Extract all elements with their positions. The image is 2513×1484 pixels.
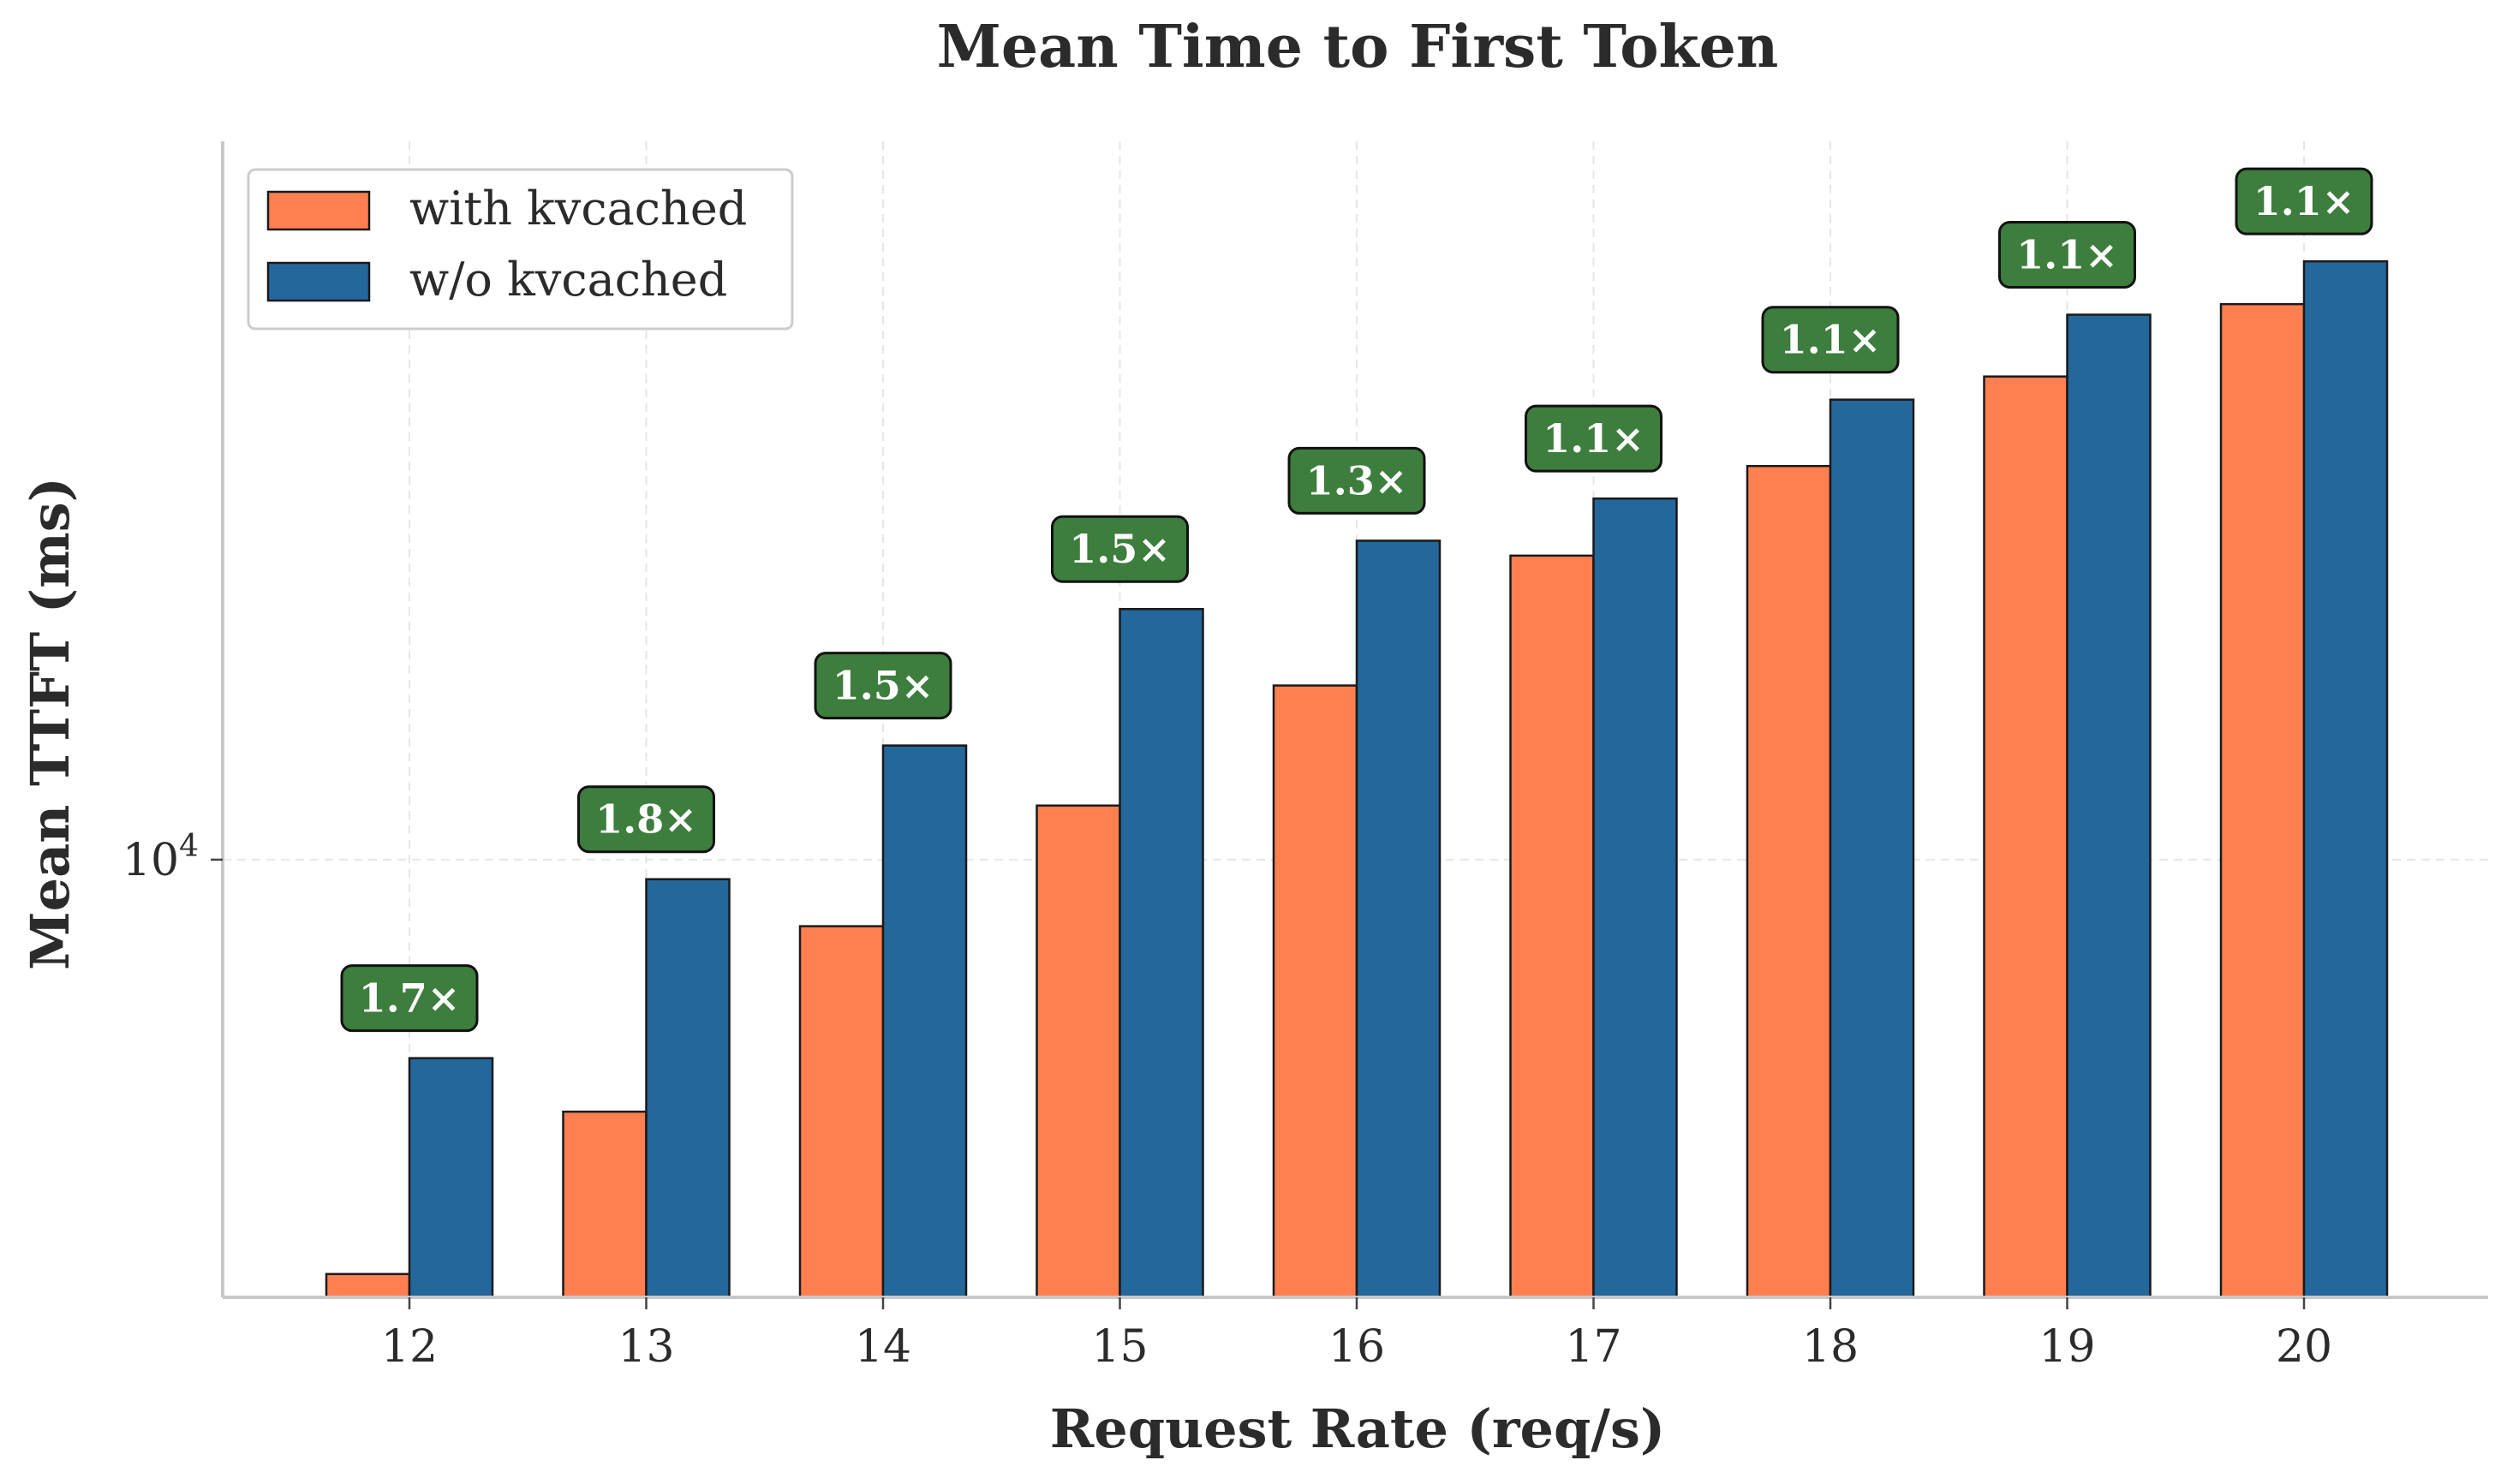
ratio-badge-label: 1.1× [2253, 178, 2355, 224]
x-tick-label: 18 [1802, 1321, 1859, 1373]
ratio-badge-label: 1.1× [2016, 231, 2118, 277]
legend-swatch [266, 261, 371, 302]
bar-without-kvcached [645, 878, 731, 1299]
bar-without-kvcached [1355, 539, 1442, 1299]
x-axis-label: Request Rate (req/s) [1050, 1398, 1665, 1460]
ratio-badge-label: 1.8× [595, 796, 697, 843]
ratio-badge-label: 1.3× [1306, 457, 1408, 504]
bar-with-kvcached [1509, 554, 1595, 1299]
bar-with-kvcached [2219, 302, 2306, 1299]
ratio-badge [1051, 515, 1189, 583]
legend-label: with kvcached [409, 182, 747, 235]
y-axis-label: Mean TTFT (ms) [19, 477, 81, 970]
ratio-badge-label: 1.7× [359, 975, 461, 1022]
ratio-badge [340, 964, 479, 1033]
ratio-badge [2235, 167, 2373, 235]
bar-with-kvcached [1746, 464, 1832, 1299]
y-tick-label: 104 [122, 829, 199, 886]
x-tick-label: 14 [855, 1321, 911, 1373]
bar-with-kvcached [1272, 684, 1358, 1299]
ratio-badge-label: 1.1× [1780, 317, 1882, 363]
ratio-badge [814, 652, 952, 720]
bar-with-kvcached [798, 925, 885, 1299]
y-tick-labels: 104 [122, 829, 223, 886]
bar-with-kvcached [325, 1272, 411, 1299]
x-tick-labels: 12 13 14 15 16 17 18 19 20 [381, 1297, 2332, 1373]
bar-without-kvcached [2066, 313, 2152, 1299]
bar-without-kvcached [2302, 259, 2389, 1299]
ratio-badge [1998, 220, 2136, 289]
ratio-badge [1525, 404, 1662, 473]
bar-with-kvcached [1983, 375, 2068, 1299]
chart-title: Mean Time to First Token [937, 13, 1779, 81]
ratio-badge-label: 1.5× [833, 663, 934, 709]
legend-label: w/o kvcached [409, 253, 727, 307]
bars-group [325, 259, 2389, 1299]
x-tick-label: 13 [618, 1321, 674, 1373]
x-tick-label: 16 [1328, 1321, 1385, 1373]
x-tick-label: 20 [2276, 1321, 2332, 1373]
bar-without-kvcached [1119, 607, 1204, 1299]
ratio-badge [577, 785, 715, 854]
x-tick-label: 12 [381, 1321, 438, 1373]
legend-box [247, 168, 794, 331]
ratio-badge [1287, 446, 1426, 515]
bar-without-kvcached [408, 1057, 494, 1299]
x-tick-label: 19 [2038, 1321, 2095, 1373]
bar-without-kvcached [1592, 497, 1678, 1299]
bar-with-kvcached [562, 1110, 648, 1299]
axes [221, 141, 2488, 1299]
ratio-badge-label: 1.1× [1543, 415, 1644, 462]
x-tick-label: 17 [1565, 1321, 1621, 1373]
ratio-annotations: 1.7× 1.8× 1.5× 1.5× 1.3× 1.1× 1.1× 1.1× 1.1× [340, 167, 2373, 1033]
bar-with-kvcached [1036, 804, 1121, 1299]
x-tick-label: 15 [1091, 1321, 1148, 1373]
ratio-badge [1761, 306, 1900, 374]
ratio-badge-label: 1.5× [1069, 526, 1171, 572]
bar-without-kvcached [1829, 398, 1915, 1299]
legend: with kvcached w/o kvcached [247, 168, 794, 331]
bar-without-kvcached [881, 744, 968, 1299]
legend-swatch [266, 190, 371, 231]
